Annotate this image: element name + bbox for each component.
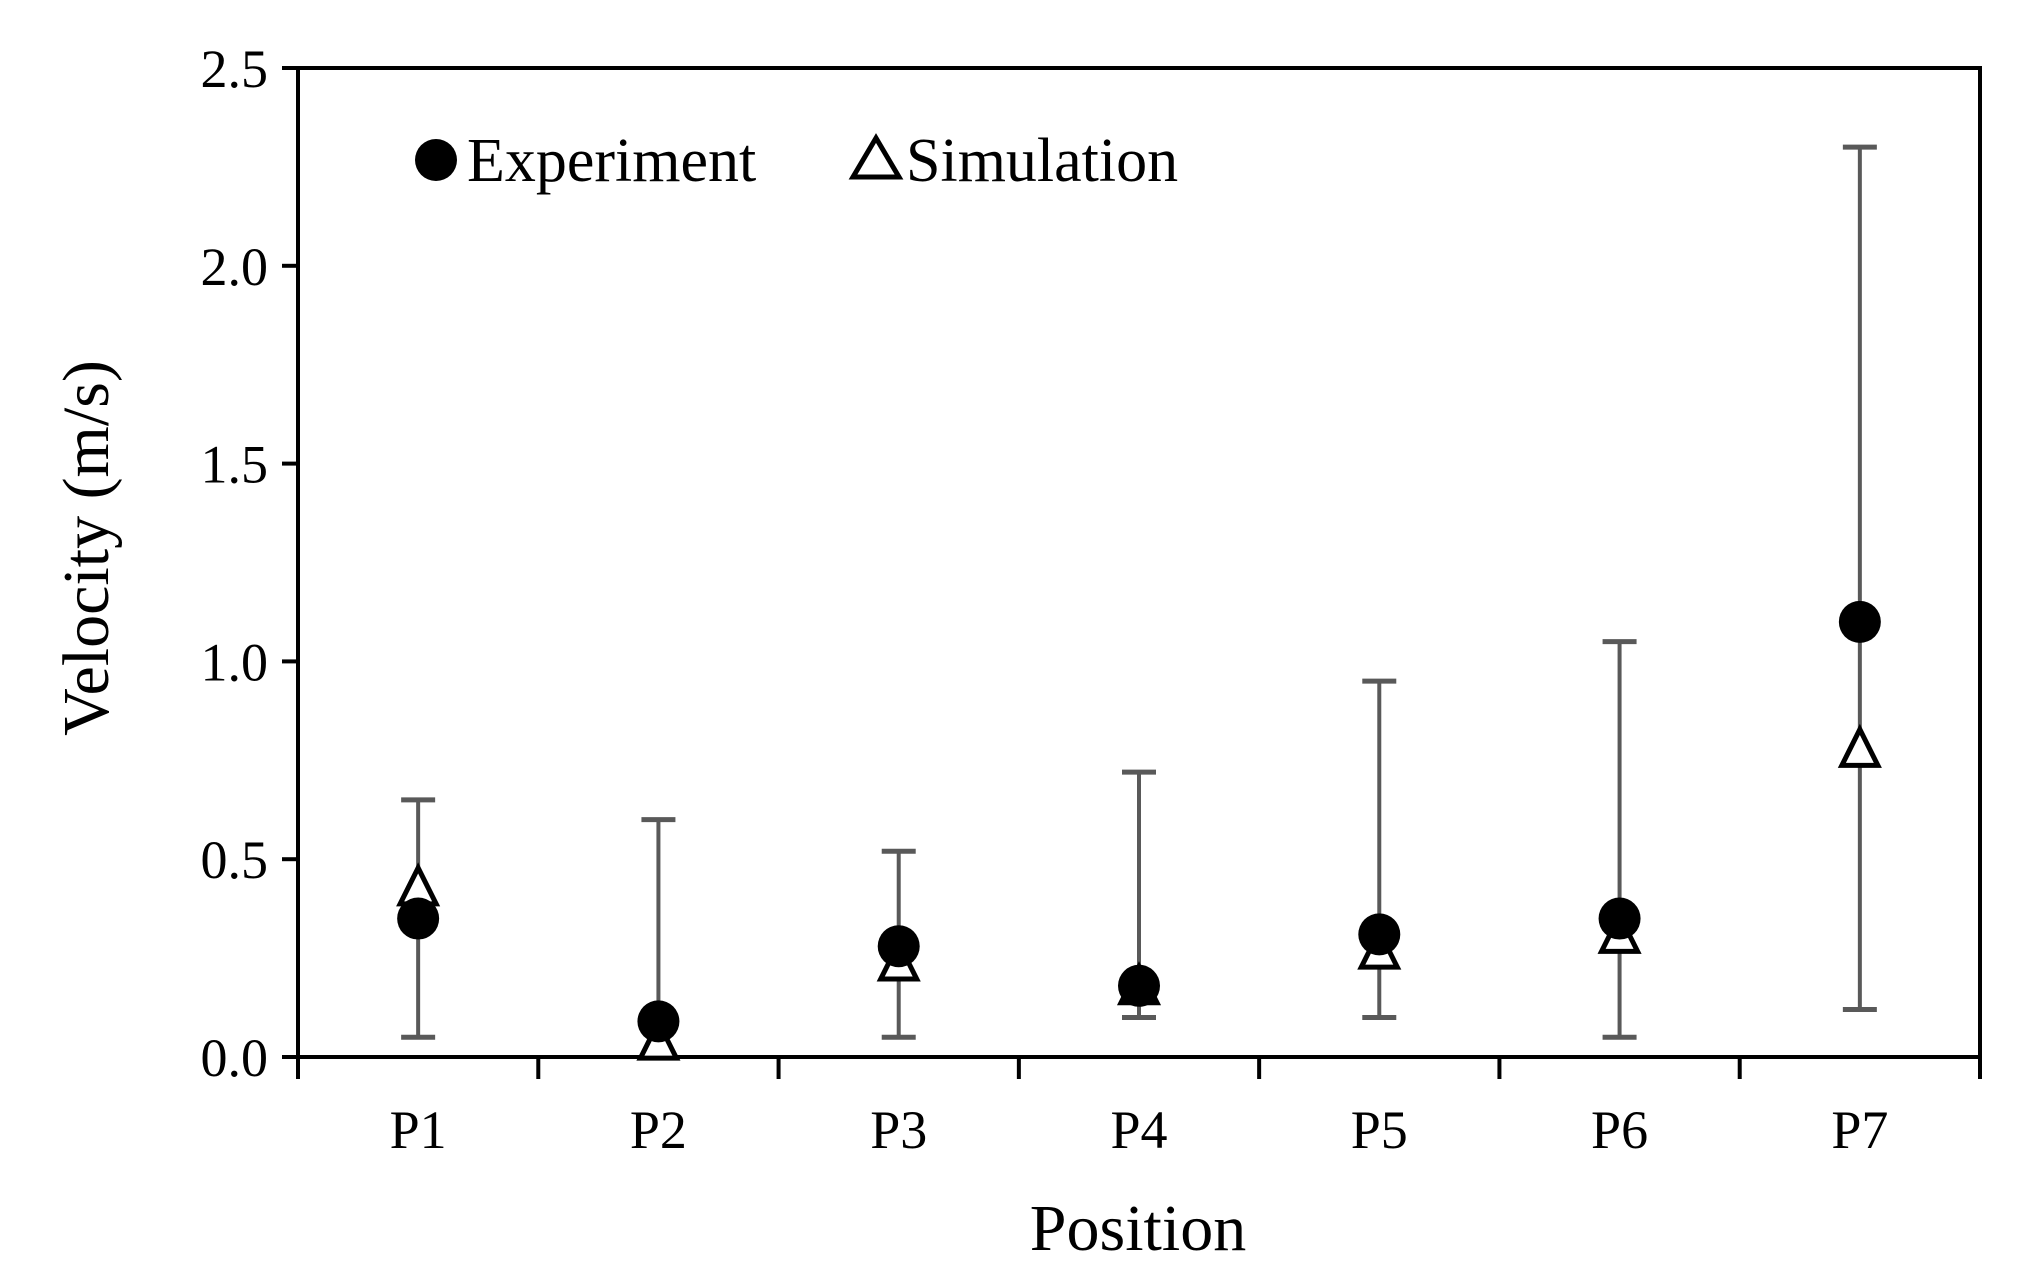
x-tick-label: P3 <box>870 1100 927 1160</box>
x-tick-label: P6 <box>1591 1100 1648 1160</box>
y-axis-title: Velocity (m/s) <box>50 360 123 736</box>
experiment-point <box>637 1000 680 1043</box>
experiment-point <box>1598 897 1641 940</box>
x-tick-label: P7 <box>1831 1100 1888 1160</box>
error-bar <box>1602 639 1637 1040</box>
x-axis-ticks: P1 P2 P3 P4 P5 P6 P7 <box>296 1057 1982 1160</box>
legend-experiment-marker-icon <box>415 139 457 181</box>
experiment-point <box>877 925 920 968</box>
x-tick-label: P4 <box>1110 1100 1167 1160</box>
experiment-point <box>397 897 440 940</box>
legend-experiment-label: Experiment <box>467 127 756 195</box>
experiment-point <box>1838 600 1881 643</box>
experiment-series <box>397 600 1881 1043</box>
experiment-point <box>1358 913 1401 956</box>
y-tick-label: 0.5 <box>201 830 269 890</box>
y-tick-label: 2.0 <box>201 237 269 297</box>
y-tick-label: 1.0 <box>201 632 269 692</box>
y-tick-label: 2.5 <box>201 39 269 99</box>
x-tick-label: P2 <box>630 1100 687 1160</box>
simulation-point <box>1837 723 1882 768</box>
x-axis-title: Position <box>1030 1192 1246 1265</box>
y-tick-label: 1.5 <box>201 435 269 495</box>
legend: Experiment Simulation <box>415 127 1178 195</box>
plot-border <box>296 66 1982 1059</box>
error-bar <box>1842 144 1877 1013</box>
y-tick-label: 0.0 <box>201 1028 269 1088</box>
plot-area-frame <box>296 66 1982 1059</box>
legend-simulation-label: Simulation <box>906 127 1178 195</box>
x-tick-label: P1 <box>390 1100 447 1160</box>
x-tick-label: P5 <box>1351 1100 1408 1160</box>
experiment-point <box>1118 964 1160 1007</box>
y-axis-ticks: 0.0 0.5 1.0 1.5 2.0 2.5 <box>201 39 298 1088</box>
legend-simulation-marker-icon <box>848 133 904 180</box>
